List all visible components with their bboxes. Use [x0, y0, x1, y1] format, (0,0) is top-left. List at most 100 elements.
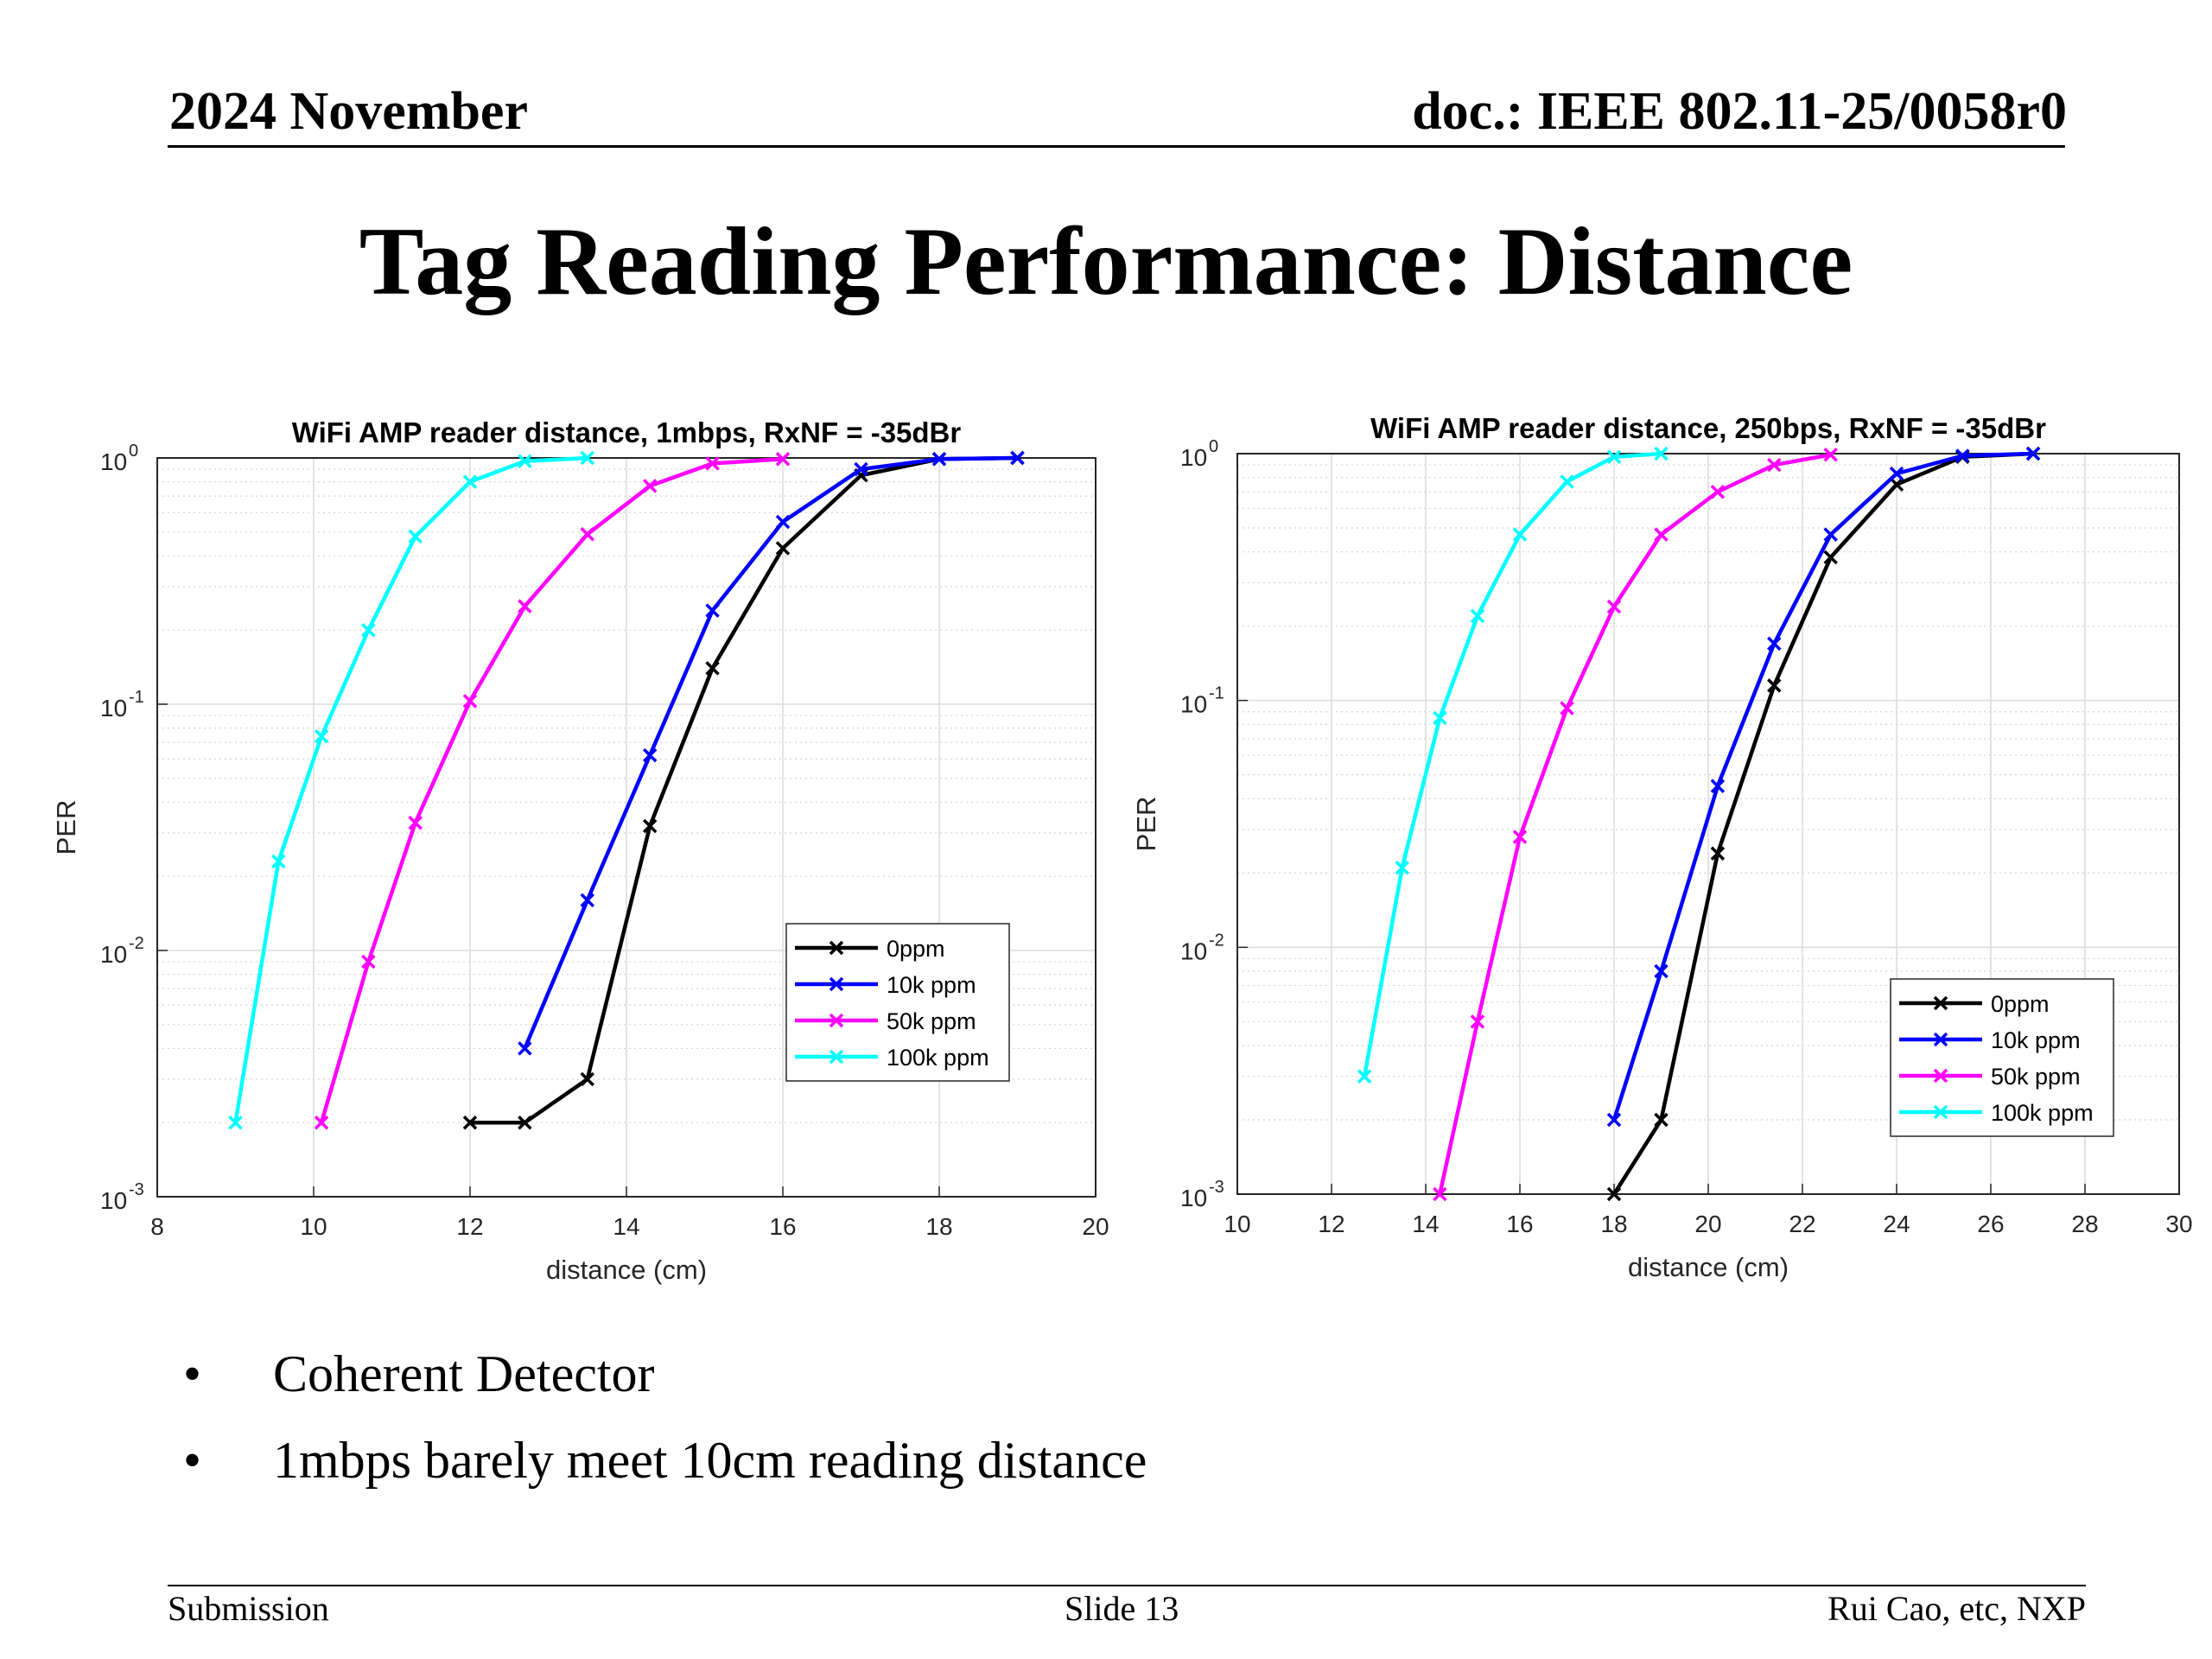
- x-tick-label: 14: [1412, 1211, 1439, 1237]
- y-tick-label: 10 -2: [100, 934, 144, 968]
- legend-label: 100k ppm: [1991, 1100, 2094, 1126]
- axes-frame: [1236, 453, 2180, 1195]
- y-tick-base: 10: [100, 695, 127, 721]
- data-point: [1767, 678, 1782, 693]
- y-axis-label: PER: [1131, 797, 1161, 852]
- data-point: [1823, 550, 1838, 565]
- data-point: [1955, 448, 1970, 463]
- legend-marker: [829, 1013, 844, 1028]
- data-point: [1470, 608, 1485, 624]
- data-point: [361, 954, 376, 969]
- legend-label: 50k ppm: [887, 1008, 976, 1034]
- legend: 0ppm 10k ppm 50k ppm 100k ppm: [1890, 978, 2114, 1137]
- y-tick-label: 10 -2: [1180, 931, 1224, 964]
- x-tick-label: 16: [1506, 1211, 1533, 1237]
- legend-label: 10k ppm: [887, 972, 976, 998]
- footer-submission: Submission: [168, 1589, 329, 1628]
- data-point: [1823, 448, 1838, 462]
- y-tick-base: 10: [1180, 444, 1207, 471]
- y-tick-exponent: -1: [1209, 684, 1224, 703]
- legend-marker: [829, 940, 844, 956]
- data-point: [1357, 1069, 1372, 1084]
- y-tick-label: 10 0: [100, 442, 138, 475]
- y-tick-exponent: -3: [129, 1180, 144, 1199]
- footer-slide-number: Slide 13: [1065, 1589, 1179, 1628]
- header-divider: [168, 145, 2065, 148]
- legend-frame: [1890, 978, 2114, 1137]
- legend-entry: 50k ppm: [795, 1008, 976, 1034]
- x-tick-label: 28: [2071, 1211, 2098, 1237]
- x-tick-label: 12: [456, 1213, 483, 1240]
- y-tick-base: 10: [100, 1187, 127, 1214]
- series-100k-ppm: [1357, 446, 1669, 1084]
- x-tick-label: 12: [1318, 1211, 1344, 1237]
- y-tick-base: 10: [1180, 691, 1207, 718]
- series-line: [1612, 451, 2034, 1196]
- data-point: [1710, 779, 1726, 793]
- y-tick-exponent: 0: [129, 442, 138, 461]
- data-point: [580, 527, 594, 542]
- footer-divider: [168, 1585, 2086, 1586]
- data-point: [1560, 474, 1574, 489]
- legend-marker: [829, 1049, 844, 1065]
- data-point: [1560, 701, 1574, 715]
- series-line: [1611, 451, 2034, 1121]
- data-point: [462, 694, 478, 709]
- y-tick-exponent: -2: [1209, 931, 1224, 950]
- x-tick-label: 30: [2165, 1211, 2192, 1237]
- data-point: [518, 1115, 532, 1130]
- data-point: [775, 541, 791, 556]
- data-point: [1710, 846, 1726, 861]
- data-point: [1433, 1186, 1447, 1202]
- data-point: [1395, 861, 1409, 875]
- series-10k-ppm: [518, 450, 1025, 1056]
- data-point: [1606, 1186, 1622, 1202]
- series-line: [233, 455, 588, 1123]
- x-tick-label: 18: [925, 1213, 952, 1240]
- data-point: [1606, 599, 1622, 614]
- legend-entry: 10k ppm: [795, 972, 976, 998]
- series-100k-ppm: [228, 450, 594, 1130]
- x-tick-label: 26: [1977, 1211, 2004, 1237]
- data-point: [462, 1115, 478, 1130]
- chart-title: WiFi AMP reader distance, 1mbps, RxNF = …: [292, 416, 962, 448]
- legend: 0ppm 10k ppm 50k ppm 100k ppm: [785, 923, 1010, 1082]
- data-point: [580, 450, 594, 466]
- data-point: [1889, 466, 1904, 481]
- x-axis-label: distance (cm): [1628, 1252, 1789, 1282]
- x-tick-label: 16: [769, 1213, 796, 1240]
- series-50k-ppm: [314, 452, 791, 1130]
- chart-title: WiFi AMP reader distance, 250bps, RxNF =…: [1370, 412, 2046, 444]
- bullet-symbol: •: [183, 1345, 202, 1402]
- data-point: [408, 815, 423, 830]
- data-point: [705, 661, 720, 676]
- legend-label: 50k ppm: [1991, 1064, 2081, 1090]
- data-point: [580, 1071, 594, 1087]
- data-point: [775, 452, 791, 467]
- data-point: [1823, 527, 1838, 542]
- y-tick-label: 10 -3: [1180, 1178, 1224, 1211]
- data-point: [854, 461, 868, 477]
- legend-marker: [1933, 1068, 1948, 1084]
- legend-entry: 100k ppm: [795, 1045, 989, 1071]
- data-point: [642, 818, 658, 834]
- y-tick-label: 10 -3: [100, 1180, 144, 1214]
- legend-label: 10k ppm: [1991, 1027, 2081, 1053]
- x-axis-label: distance (cm): [546, 1255, 707, 1285]
- data-point: [705, 456, 720, 471]
- data-point: [580, 893, 594, 908]
- y-tick-label: 10 0: [1180, 437, 1218, 471]
- x-tick-label: 18: [1600, 1211, 1627, 1237]
- legend-marker: [1933, 1104, 1948, 1120]
- legend-entry: 10k ppm: [1899, 1027, 2081, 1053]
- data-point: [361, 622, 376, 638]
- y-tick-exponent: -2: [129, 934, 144, 953]
- bullet-text: 1mbps barely meet 10cm reading distance: [273, 1432, 1147, 1489]
- bullet-text: Coherent Detector: [273, 1345, 655, 1402]
- y-tick-base: 10: [100, 448, 127, 475]
- data-point: [705, 603, 720, 618]
- x-tick-label: 24: [1883, 1211, 1910, 1237]
- header-doc-id: doc.: IEEE 802.11-25/0058r0: [1412, 82, 2067, 141]
